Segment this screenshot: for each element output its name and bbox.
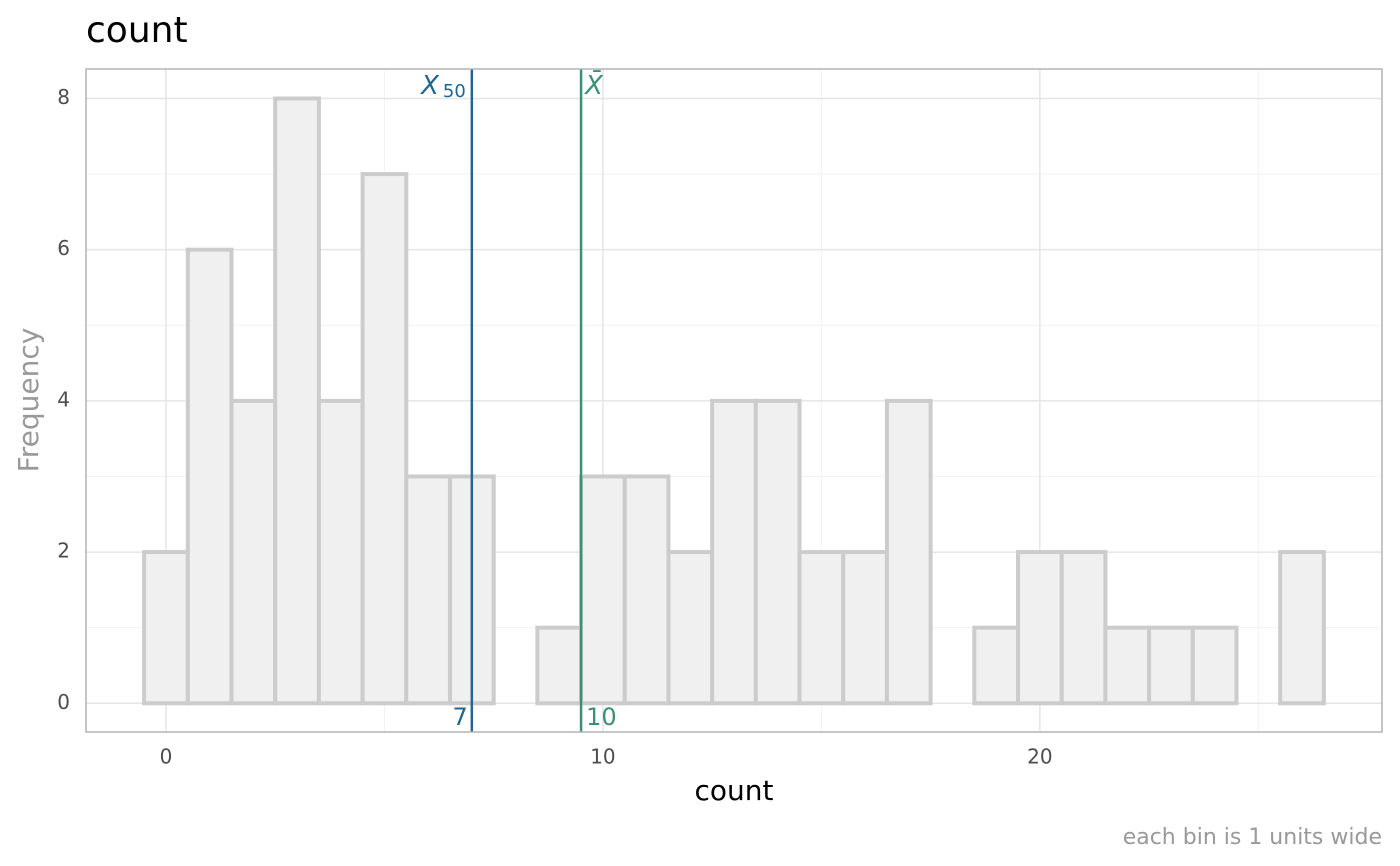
bar <box>1059 550 1108 706</box>
y-axis-label: Frequency <box>12 328 45 473</box>
bar <box>753 398 802 706</box>
x-tick-label: 10 <box>590 745 615 769</box>
bar <box>1016 550 1064 706</box>
reference-value-label: 10 <box>586 703 617 731</box>
reference-label: X 50 <box>419 71 466 103</box>
x-axis-label: count <box>695 774 774 807</box>
bar <box>273 96 321 706</box>
bar <box>622 474 671 706</box>
bar <box>1103 625 1152 706</box>
chart-title: count <box>86 10 188 51</box>
reference-subscript: 50 <box>443 81 466 102</box>
reference-value-label: 7 <box>453 703 468 731</box>
bar <box>579 474 627 706</box>
bar <box>316 398 365 706</box>
bar <box>404 474 452 706</box>
caption: each bin is 1 units wide <box>1123 825 1382 850</box>
bar <box>535 625 584 706</box>
y-tick-label: 6 <box>57 236 70 260</box>
bar <box>666 550 715 706</box>
bar <box>1278 550 1326 706</box>
bar <box>229 398 278 706</box>
y-tick-label: 4 <box>57 387 70 411</box>
bar <box>360 172 409 706</box>
y-tick-label: 0 <box>57 690 70 714</box>
bar <box>710 398 758 706</box>
bar <box>884 398 933 706</box>
reference-symbol: X <box>419 71 440 101</box>
reference-symbol: X̄ <box>583 69 604 101</box>
bar <box>185 247 234 706</box>
bar <box>142 550 190 706</box>
x-tick-label: 0 <box>160 745 173 769</box>
bar <box>972 625 1021 706</box>
bar <box>841 550 889 706</box>
bar <box>1190 625 1239 706</box>
y-tick-label: 8 <box>57 85 70 109</box>
panel-border <box>85 68 1383 733</box>
x-tick-label: 20 <box>1027 745 1052 769</box>
y-tick-label: 2 <box>57 539 70 563</box>
bar <box>1147 625 1195 706</box>
reference-label: X̄ <box>583 69 604 101</box>
bar <box>797 550 846 706</box>
